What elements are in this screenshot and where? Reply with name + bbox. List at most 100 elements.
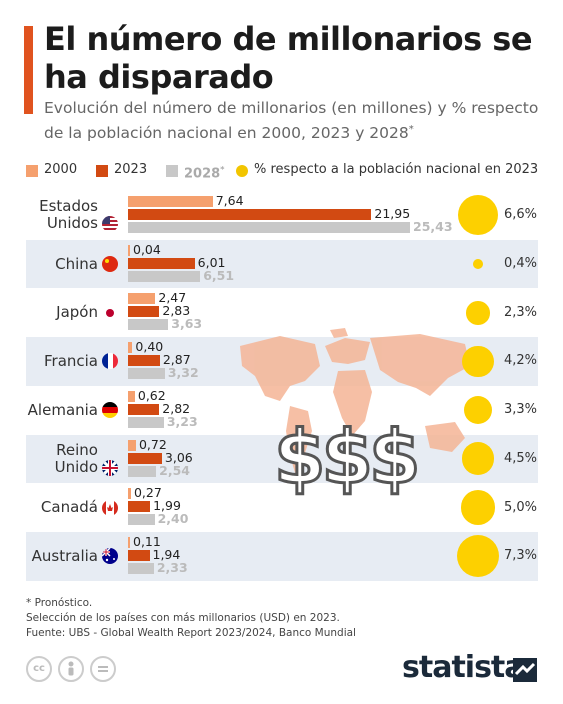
title-accent-bar <box>24 26 33 114</box>
bar-2023 <box>128 403 160 415</box>
bar-2023 <box>128 549 150 561</box>
value-label-2023: 6,01 <box>197 254 226 270</box>
legend: 2000 2023 2028* % respecto a la població… <box>26 160 556 182</box>
chart-title: El número de millonarios se ha disparado <box>44 20 533 96</box>
bar-2000 <box>128 439 136 451</box>
pct-bubble <box>462 345 494 378</box>
value-label-2028: 3,63 <box>171 316 203 332</box>
legend-label-2000: 2000 <box>44 162 78 177</box>
bar-2023 <box>128 355 160 367</box>
world-map-icon <box>240 328 470 476</box>
pct-label: 4,5% <box>504 450 538 466</box>
value-label-2028: 3,32 <box>167 365 199 381</box>
germany-flag-icon <box>102 402 118 419</box>
bar-2028 <box>128 465 157 477</box>
equals-icon <box>90 656 116 682</box>
bar-2000 <box>128 196 213 207</box>
bar-2023 <box>128 306 160 318</box>
bar-2028 <box>128 270 201 282</box>
pct-bubble <box>461 442 495 476</box>
pct-label: 7,3% <box>504 548 538 564</box>
pct-bubble <box>458 195 498 236</box>
value-label-2023: 1,94 <box>152 546 181 562</box>
pct-bubble <box>460 490 496 525</box>
legend-label-2028-text: 2028 <box>184 166 221 182</box>
bar-2023 <box>128 452 162 464</box>
bar-2000 <box>128 244 130 256</box>
footnotes: * Pronóstico. Selección de los países co… <box>26 596 356 641</box>
bar-2028 <box>128 222 410 233</box>
bar-2028 <box>128 514 155 526</box>
bar-2028 <box>128 368 165 380</box>
bar-2023 <box>128 209 372 220</box>
bar-2000 <box>128 390 135 402</box>
value-label-2023: 2,82 <box>162 400 191 416</box>
value-label-2000: 0,40 <box>135 339 164 355</box>
subtitle-text: Evolución del número de millonarios (en … <box>44 99 539 143</box>
pct-label: 4,2% <box>504 353 538 369</box>
value-label-2028: 6,51 <box>203 267 235 283</box>
country-label: Japón <box>56 303 98 322</box>
country-label: Canadá <box>40 498 98 517</box>
us-flag-icon <box>102 216 118 233</box>
note-forecast: * Pronóstico. <box>26 597 93 609</box>
chart-area: Estados Unidos 7,64 21,95 25,43 6,6% China 0,0… <box>26 191 538 581</box>
note-source: Fuente: UBS - Global Wealth Report 2023/… <box>26 627 356 639</box>
legend-swatch-2023 <box>96 165 108 177</box>
value-label-2023: 2,87 <box>162 352 191 368</box>
country-label: Reino Unido <box>54 440 98 476</box>
subtitle-footnote-mark: * <box>408 124 414 135</box>
country-label: Francia <box>43 351 98 370</box>
legend-swatch-pct <box>236 165 248 177</box>
value-label-2028: 2,33 <box>156 559 188 575</box>
country-label: Estados Unidos <box>39 197 98 233</box>
value-label-2000: 0,11 <box>133 533 161 549</box>
france-flag-icon <box>102 353 118 370</box>
canada-flag-icon <box>102 499 118 516</box>
legend-swatch-2000 <box>26 165 38 177</box>
bar-2000 <box>128 293 156 305</box>
bar-2028 <box>128 562 154 574</box>
value-label-2028: 25,43 <box>413 219 453 234</box>
legend-2028-footnote-mark: * <box>220 165 225 174</box>
pct-label: 0,4% <box>504 256 538 272</box>
legend-label-pct: % respecto a la población nacional en 20… <box>254 162 539 177</box>
pct-label: 3,3% <box>504 402 538 418</box>
uk-flag-icon <box>102 459 118 476</box>
pct-label: 6,6% <box>504 207 538 223</box>
value-label-2023: 2,83 <box>162 303 191 319</box>
value-label-2023: 3,06 <box>164 449 193 465</box>
legend-label-2023: 2023 <box>114 162 148 177</box>
bar-2000 <box>128 342 133 354</box>
value-label-2000: 7,64 <box>215 193 244 208</box>
legend-label-2028: 2028* <box>184 160 224 184</box>
value-label-2023: 1,99 <box>153 498 181 514</box>
japan-flag-icon <box>102 304 118 321</box>
pct-bubble <box>466 300 490 325</box>
bar-2000 <box>128 536 130 548</box>
bar-2028 <box>128 416 164 428</box>
australia-flag-icon <box>102 548 118 565</box>
value-label-2023: 21,95 <box>374 206 411 221</box>
value-label-2028: 2,54 <box>159 462 190 478</box>
value-label-2000: 0,72 <box>138 436 167 452</box>
person-icon <box>58 656 84 682</box>
country-label: China <box>55 254 98 273</box>
china-flag-icon <box>102 256 118 273</box>
cc-icon: cc <box>26 656 52 682</box>
country-label: Australia <box>31 546 98 565</box>
bar-2028 <box>128 319 169 331</box>
pct-label: 5,0% <box>504 499 538 515</box>
bar-2000 <box>128 488 131 500</box>
statista-logo-mark <box>513 658 537 682</box>
pct-bubble <box>473 259 483 269</box>
bar-2023 <box>128 257 195 269</box>
statista-logo: statista <box>402 650 525 685</box>
dollar-signs-decoration: $$$ <box>272 415 421 501</box>
bar-2023 <box>128 501 151 513</box>
value-label-2028: 2,40 <box>157 511 189 527</box>
country-label: Alemania <box>27 400 98 419</box>
pct-bubble <box>457 535 499 578</box>
value-label-2000: 0,04 <box>133 241 161 257</box>
value-label-2028: 3,23 <box>166 413 198 429</box>
